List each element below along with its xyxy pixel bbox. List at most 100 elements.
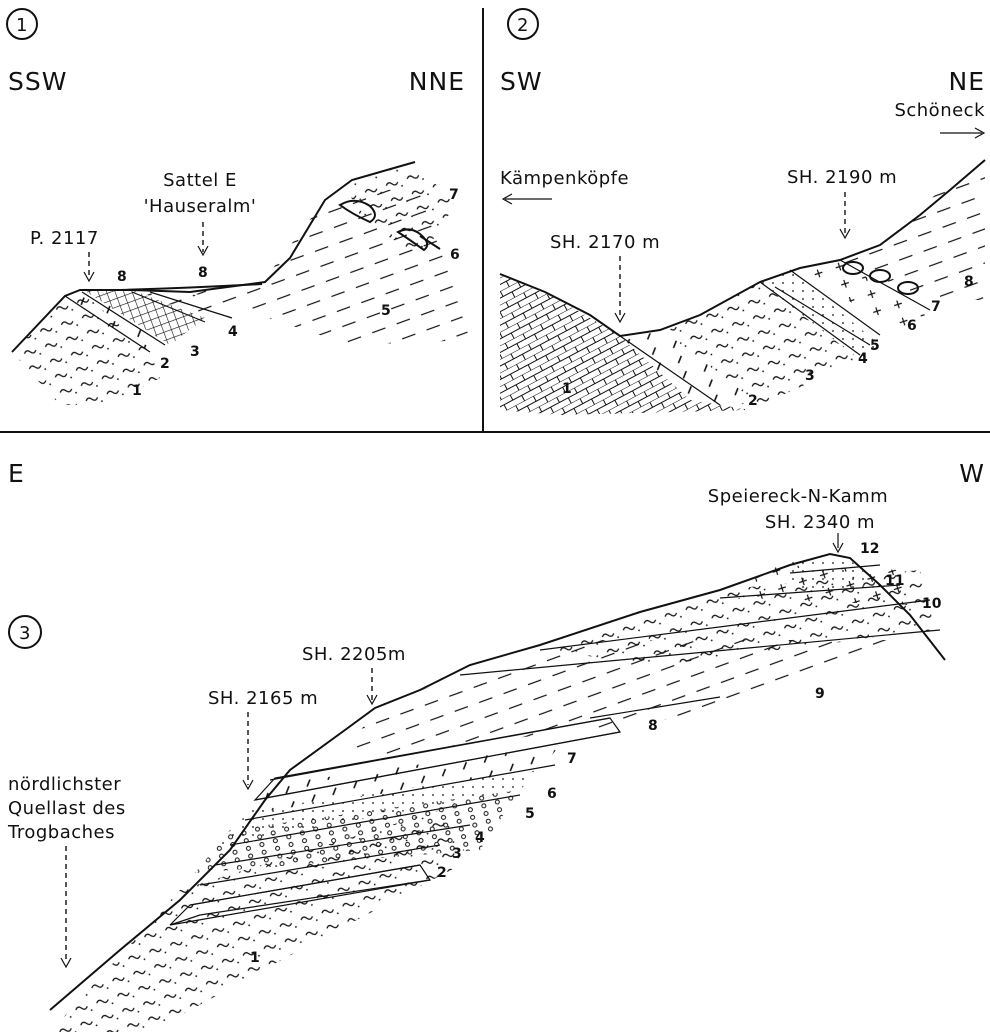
p2-left-place: Kämpenköpfe [500,168,629,189]
p2-label-2170: SH. 2170 m [550,232,660,253]
p1-surface-profile [11,161,416,353]
p3-ridge-label-1: Speiereck-N-Kamm [708,486,888,507]
p3-boundary-9 [459,629,941,676]
panel-2-number: 2 [517,15,529,36]
p2-unit-4: 4 [858,351,868,367]
p3-boundary-6 [244,764,556,821]
p1-boundary-b [81,291,166,346]
panel-3-dir-right: W [959,459,985,488]
p1-lens-2 [396,228,429,252]
p1-unit-3-grid [82,289,205,345]
panel-1: 1 SSW NNE P. 2117 Sattel E 'Hauseralm' 1… [6,8,470,405]
p3-unit-4-circles [195,790,520,873]
p1-peak-label: P. 2117 [30,228,99,249]
p3-unit-1: 1 [250,950,260,966]
p2-unit-5: 5 [870,338,880,354]
panel-2-dir-right: NE [949,67,986,96]
p3-boundary-12 [789,564,881,574]
p2-boundary-e [839,259,931,311]
p1-saddle-label-1: Sattel E [163,170,237,191]
p2-right-place: Schöneck [894,100,985,121]
p2-unit-3: 3 [805,368,815,384]
p3-unit-5-dots [220,770,540,845]
p1-unit-5: 5 [381,303,391,319]
p1-boundary-d [149,291,233,319]
p3-unit-3: 3 [452,846,462,862]
panel-1-number: 1 [16,15,28,36]
p2-lens-1 [842,261,864,275]
p1-saddle-fill-line [119,283,263,291]
p3-boundary-5 [229,794,521,846]
p2-unit-8-phyllite [840,170,985,300]
panel-3-number: 3 [19,623,31,644]
p1-unit-6: 6 [450,247,460,263]
p2-unit-6: 6 [907,318,917,334]
p3-boundary-3 [199,844,441,886]
p3-unit-12: 12 [860,541,879,557]
p3-spring-label-3: Trogbaches [7,822,115,843]
p3-label-2205: SH. 2205m [302,644,406,665]
p2-right-arrow-head [974,127,986,139]
p2-unit-7: 7 [931,299,941,315]
panel-3: E W 3 Speiereck-N-Kamm SH. 2340 m [7,459,985,1032]
p2-arrow-2170-head [614,312,626,324]
p1-unit-3: 3 [190,344,200,360]
p3-unit-9-phyllite [340,640,930,760]
p2-lens-2 [869,269,891,283]
p3-unit-10: 10 [922,596,942,612]
p1-lens-3 [419,235,441,250]
p3-unit-4: 4 [475,830,485,846]
p1-unit-2: 2 [160,356,170,372]
p3-unit-9: 9 [815,686,825,702]
p2-unit-2-gneiss [620,332,760,405]
p2-boundary-b [759,281,861,356]
p2-boundary-d [789,269,881,336]
p3-unit-6-gneiss [240,745,560,815]
p3-spring-label-2: Quellast des [8,798,126,819]
p3-label-2165: SH. 2165 m [208,688,318,709]
p3-band-7-bottom [254,731,621,801]
p3-unit-7: 7 [567,751,577,767]
p2-boundary-c [774,286,871,346]
panel-1-number-circle [6,8,38,40]
p1-unit-7: 7 [449,187,459,203]
panel-2-dir-left: SW [500,67,543,96]
p2-unit-3-schist [665,282,860,405]
p3-ridge-label-2: SH. 2340 m [765,512,875,533]
p1-unit-7-schist [345,162,455,260]
p3-ridge-arrow-head [832,542,844,554]
p3-spring-label-1: nördlichster [8,774,121,795]
p2-unit-1: 1 [562,381,572,397]
p3-surface-profile [49,552,946,1011]
p3-band-8-top [589,696,721,719]
p3-unit-12-dots [780,555,885,590]
panel-1-dir-left: SSW [8,67,67,96]
p3-unit-6: 6 [547,786,557,802]
p3-boundary-10 [539,599,931,651]
p3-unit-1-schist [50,810,470,1032]
p2-arrow-2190-head [839,228,851,240]
p3-arrow-2205-head [366,694,378,706]
p3-spring-arrow-head [60,957,72,969]
p2-lens-3 [897,281,919,295]
p2-unit-2: 2 [748,393,758,409]
p3-band-2-bottom [169,879,431,926]
p1-unit-8a: 8 [117,269,127,285]
panel-2: 2 SW NE Schöneck Kämpenköpfe SH. 2170 m … [499,8,986,415]
p3-unit-11: 11 [885,573,904,589]
p3-unit-8: 8 [648,718,658,734]
p2-unit-8: 8 [964,274,974,290]
p3-band-7-top [269,717,611,781]
p3-unit-2-marble-band [169,864,432,926]
p1-unit-1-schist [12,290,160,405]
p1-saddle-label-2: 'Hauseralm' [144,196,257,217]
panel-3-dir-left: E [8,459,25,488]
p3-unit-5: 5 [525,806,535,822]
p1-peak-arrow-head [83,271,95,283]
p3-band-2-top [189,864,421,906]
p3-boundary-4 [214,824,471,866]
p1-lens-1 [338,199,376,224]
p1-unit-8b: 8 [198,265,208,281]
p2-left-arrow-head [501,193,513,205]
